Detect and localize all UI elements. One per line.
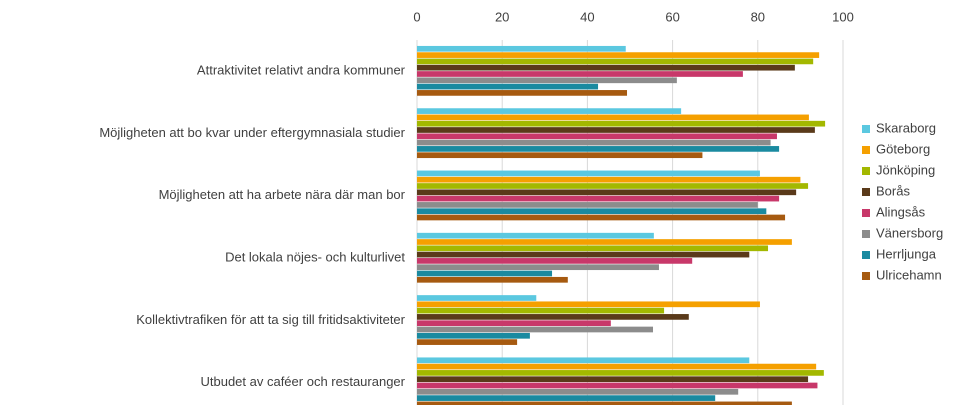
bar <box>417 395 716 401</box>
bar <box>417 108 682 114</box>
bar <box>417 90 628 96</box>
legend-label: Alingsås <box>876 204 926 219</box>
bar <box>417 295 537 301</box>
legend-swatch <box>862 188 870 196</box>
bar <box>417 71 743 77</box>
bar <box>417 401 792 408</box>
bar <box>417 232 654 239</box>
bar <box>417 58 814 65</box>
bar <box>417 152 703 159</box>
bar <box>417 301 760 308</box>
legend-label: Skaraborg <box>876 120 936 135</box>
bar <box>417 276 568 283</box>
bar <box>417 326 654 333</box>
bar <box>417 189 797 196</box>
x-tick-label: 60 <box>665 9 679 24</box>
bar <box>417 83 599 90</box>
x-tick-label: 0 <box>413 9 420 24</box>
bar <box>417 127 815 133</box>
y-tick-label: Kollektivtrafiken för att ta sig till fr… <box>136 312 405 327</box>
legend-label: Ulricehamn <box>876 267 942 282</box>
legend-swatch <box>862 146 870 154</box>
x-tick-label: 100 <box>832 9 854 24</box>
y-tick-label: Det lokala nöjes- och kulturlivet <box>225 249 405 264</box>
bar <box>417 264 659 271</box>
bar <box>417 170 760 177</box>
y-tick-label: Möjligheten att bo kvar under eftergymna… <box>99 125 405 140</box>
bar <box>417 214 786 221</box>
bar <box>417 382 818 389</box>
legend-swatch <box>862 167 870 175</box>
bar <box>417 114 809 121</box>
y-tick-label: Utbudet av caféer och restauranger <box>200 374 405 389</box>
bar <box>417 208 767 215</box>
y-tick-label: Attraktivitet relativt andra kommuner <box>197 63 406 78</box>
y-tick-label: Möjligheten att ha arbete nära där man b… <box>159 187 406 202</box>
legend-label: Vänersborg <box>876 225 943 240</box>
bar <box>417 339 518 345</box>
bar <box>417 251 750 258</box>
bar <box>417 195 780 202</box>
bar <box>417 133 777 140</box>
legend-label: Herrljunga <box>876 246 937 261</box>
x-tick-label: 80 <box>751 9 765 24</box>
bar <box>417 320 611 327</box>
legend-label: Göteborg <box>876 141 930 156</box>
bar <box>417 139 771 146</box>
bar <box>417 77 677 84</box>
legend-label: Jönköping <box>876 162 935 177</box>
bar <box>417 183 809 189</box>
legend-swatch <box>862 209 870 217</box>
bar <box>417 270 553 277</box>
bar <box>417 357 750 364</box>
bar <box>417 202 758 208</box>
bar <box>417 64 795 71</box>
bar <box>417 146 780 152</box>
bar <box>417 370 824 376</box>
legend-swatch <box>862 272 870 280</box>
bar <box>417 307 665 314</box>
legend-swatch <box>862 251 870 259</box>
bar <box>417 176 801 183</box>
legend-label: Borås <box>876 183 910 198</box>
bar <box>417 45 626 52</box>
bar <box>417 245 769 252</box>
bar <box>417 239 792 245</box>
legend-swatch <box>862 230 870 238</box>
bar <box>417 363 817 370</box>
x-tick-label: 20 <box>495 9 509 24</box>
legend-swatch <box>862 125 870 133</box>
bar <box>417 388 739 395</box>
bar <box>417 376 809 383</box>
bar <box>417 332 530 339</box>
bar <box>417 52 820 58</box>
bar <box>417 314 689 320</box>
bar <box>417 258 693 264</box>
bar <box>417 120 826 127</box>
x-tick-label: 40 <box>580 9 594 24</box>
